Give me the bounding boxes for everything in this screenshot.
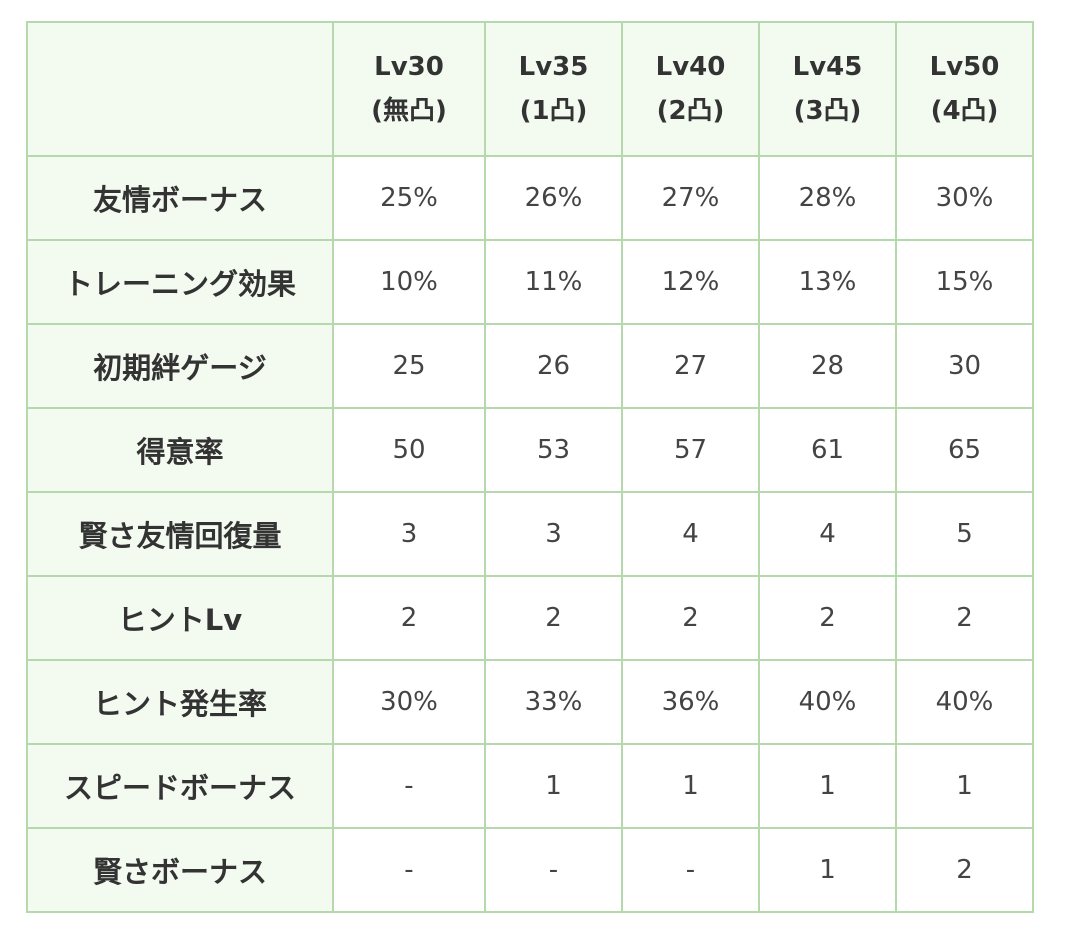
table-row: トレーニング効果 10% 11% 12% 13% 15% [26, 239, 1034, 325]
table-cell: 28% [758, 155, 897, 241]
table-cell: 5 [895, 491, 1034, 577]
table-cell: 40% [758, 659, 897, 745]
table-row: ヒントLv 2 2 2 2 2 [26, 575, 1034, 661]
corner-cell [26, 21, 334, 157]
table-cell: 3 [484, 491, 623, 577]
column-header: Lv30 (無凸) [332, 21, 486, 157]
table-cell: 27 [621, 323, 760, 409]
table-cell: 1 [621, 743, 760, 829]
table-row: 得意率 50 53 57 61 65 [26, 407, 1034, 493]
table-cell: - [621, 827, 760, 913]
row-label: 賢さ友情回復量 [26, 491, 334, 577]
column-header-breakthrough: (1凸) [519, 96, 588, 126]
table-cell: 2 [332, 575, 486, 661]
table-cell: - [332, 827, 486, 913]
table-cell: 1 [758, 827, 897, 913]
table-row: 友情ボーナス 25% 26% 27% 28% 30% [26, 155, 1034, 241]
table-cell: 30 [895, 323, 1034, 409]
row-label: 得意率 [26, 407, 334, 493]
column-header: Lv35 (1凸) [484, 21, 623, 157]
row-label: 友情ボーナス [26, 155, 334, 241]
table-cell: 11% [484, 239, 623, 325]
table-cell: - [332, 743, 486, 829]
table-row: 賢さ友情回復量 3 3 4 4 5 [26, 491, 1034, 577]
table-cell: 1 [484, 743, 623, 829]
table-cell: 33% [484, 659, 623, 745]
column-header-breakthrough: (3凸) [793, 96, 862, 126]
table-cell: 1 [758, 743, 897, 829]
column-header-breakthrough: (2凸) [656, 96, 725, 126]
stats-table: Lv30 (無凸) Lv35 (1凸) Lv40 (2凸) Lv45 (3凸) … [26, 21, 1034, 913]
table-cell: 1 [895, 743, 1034, 829]
table-row: ヒント発生率 30% 33% 36% 40% 40% [26, 659, 1034, 745]
table-cell: 36% [621, 659, 760, 745]
table-cell: 28 [758, 323, 897, 409]
column-header-level: Lv40 [655, 52, 726, 82]
column-header-breakthrough: (無凸) [371, 96, 447, 126]
row-label: トレーニング効果 [26, 239, 334, 325]
column-header: Lv40 (2凸) [621, 21, 760, 157]
table-cell: - [484, 827, 623, 913]
row-label: スピードボーナス [26, 743, 334, 829]
column-header-level: Lv50 [929, 52, 1000, 82]
header-row: Lv30 (無凸) Lv35 (1凸) Lv40 (2凸) Lv45 (3凸) … [26, 21, 1034, 157]
table-cell: 3 [332, 491, 486, 577]
column-header: Lv45 (3凸) [758, 21, 897, 157]
table-cell: 30% [895, 155, 1034, 241]
table-cell: 4 [758, 491, 897, 577]
table-cell: 27% [621, 155, 760, 241]
column-header-breakthrough: (4凸) [930, 96, 999, 126]
table-cell: 26 [484, 323, 623, 409]
table-cell: 2 [758, 575, 897, 661]
table-cell: 12% [621, 239, 760, 325]
table-cell: 57 [621, 407, 760, 493]
table-cell: 2 [484, 575, 623, 661]
table-cell: 25 [332, 323, 486, 409]
stats-table-container: Lv30 (無凸) Lv35 (1凸) Lv40 (2凸) Lv45 (3凸) … [26, 21, 1034, 913]
table-cell: 30% [332, 659, 486, 745]
table-cell: 2 [895, 827, 1034, 913]
table-cell: 4 [621, 491, 760, 577]
table-cell: 15% [895, 239, 1034, 325]
table-cell: 53 [484, 407, 623, 493]
table-row: 初期絆ゲージ 25 26 27 28 30 [26, 323, 1034, 409]
column-header-level: Lv35 [518, 52, 589, 82]
row-label: 初期絆ゲージ [26, 323, 334, 409]
table-cell: 40% [895, 659, 1034, 745]
table-row: 賢さボーナス - - - 1 2 [26, 827, 1034, 913]
table-cell: 26% [484, 155, 623, 241]
row-label: 賢さボーナス [26, 827, 334, 913]
row-label: ヒントLv [26, 575, 334, 661]
table-cell: 2 [621, 575, 760, 661]
column-header-level: Lv30 [374, 52, 444, 82]
table-cell: 13% [758, 239, 897, 325]
table-row: スピードボーナス - 1 1 1 1 [26, 743, 1034, 829]
row-label: ヒント発生率 [26, 659, 334, 745]
table-cell: 2 [895, 575, 1034, 661]
table-cell: 10% [332, 239, 486, 325]
table-cell: 25% [332, 155, 486, 241]
table-cell: 65 [895, 407, 1034, 493]
table-cell: 61 [758, 407, 897, 493]
table-cell: 50 [332, 407, 486, 493]
column-header: Lv50 (4凸) [895, 21, 1034, 157]
column-header-level: Lv45 [792, 52, 863, 82]
